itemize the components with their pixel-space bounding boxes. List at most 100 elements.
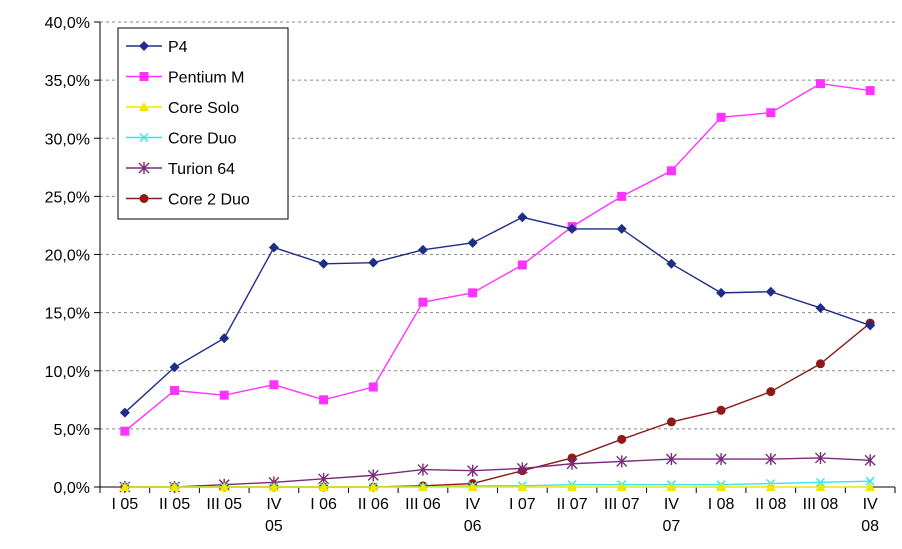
data-point-core-2-duo [815,359,825,369]
data-point-pentium-m [468,288,478,298]
data-point-turion-64 [516,462,528,475]
data-point-pentium-m [219,390,229,400]
data-point-p4 [765,286,776,297]
data-point-turion-64 [864,454,876,467]
x-tick-label: II 06 [358,496,389,513]
data-point-core-solo [268,482,279,491]
data-point-p4 [666,258,677,269]
data-point-p4 [567,223,578,234]
data-point-p4 [368,257,379,268]
legend-item-core-duo: Core Duo [126,131,237,148]
x-tick-label: I 08 [708,496,735,513]
x-tick-label: II 07 [556,496,587,513]
data-point-legend-core-2-duo [139,194,149,203]
data-point-core-solo [666,482,677,491]
series-line-turion-64 [124,457,871,488]
data-point-pentium-m [368,382,378,392]
series-lines [119,79,876,493]
data-point-turion-64 [566,457,578,470]
y-tick-label: 10,0% [45,364,90,381]
series-core-2-duo [120,318,875,492]
data-point-p4 [119,407,130,418]
data-point-core-solo [815,482,826,491]
x-tick-label: IV 08 [861,496,879,535]
data-point-p4 [815,302,826,313]
x-tick-label: II 05 [159,496,190,513]
data-point-core-solo [865,482,876,491]
data-point-turion-64 [417,463,429,476]
legend: P4 Pentium M Core Solo Core Duo Turion 64 Cor… [117,27,289,220]
y-tick-label: 20,0% [45,248,90,265]
data-point-turion-64 [367,469,379,482]
data-point-pentium-m [617,191,627,201]
data-point-core-2-duo [716,405,726,415]
legend-label: Core 2 Duo [168,192,250,209]
x-tick-label: I 06 [310,496,337,513]
data-point-turion-64 [467,464,479,477]
x-tick-label: IV 05 [265,496,283,535]
x-tick-label: IV 06 [464,496,482,535]
x-tick-label: III 07 [604,496,640,513]
data-point-pentium-m [170,386,180,396]
data-point-pentium-m [418,297,428,307]
data-point-pentium-m [269,380,279,390]
data-point-core-solo [368,482,379,491]
data-point-core-solo [517,482,528,491]
data-point-pentium-m [865,86,875,96]
data-point-pentium-m [815,79,825,89]
data-point-core-solo [567,482,578,491]
data-point-pentium-m [120,426,130,436]
series-p4 [119,212,876,418]
data-point-turion-64 [616,455,628,468]
data-point-p4 [318,258,329,269]
data-point-core-2-duo [666,417,676,427]
data-point-legend-core-duo [139,132,149,143]
data-point-core-solo [716,482,727,491]
legend-label: P4 [168,39,188,56]
legend-box [117,27,289,220]
data-point-turion-64 [665,453,677,466]
y-tick-label: 40,0% [45,15,90,32]
data-point-core-solo [119,482,130,491]
data-point-core-solo [616,482,627,491]
data-point-pentium-m [666,166,676,176]
data-point-p4 [616,223,627,234]
data-point-core-solo [318,482,329,491]
y-tick-label: 25,0% [45,189,90,206]
series-line-p4 [124,216,871,414]
series-line-core-2-duo [124,322,871,488]
data-point-pentium-m [319,395,329,405]
series-core-solo [119,482,876,491]
y-tick-label: 30,0% [45,131,90,148]
data-point-legend-turion-64 [138,162,150,174]
data-point-p4 [169,362,180,373]
legend-item-core-2-duo: Core 2 Duo [126,192,250,209]
legend-label: Turion 64 [168,161,235,178]
x-tick-label: II 08 [755,496,786,513]
data-point-turion-64 [765,453,777,466]
data-point-legend-core-solo [139,102,149,111]
y-tick-label: 15,0% [45,306,90,323]
data-point-core-2-duo [617,434,627,444]
data-point-p4 [417,244,428,255]
data-point-turion-64 [814,451,826,464]
x-tick-label: I 05 [112,496,139,513]
legend-item-core-solo: Core Solo [126,100,239,117]
data-point-turion-64 [715,453,727,466]
x-tick-label: I 07 [509,496,536,513]
data-point-p4 [517,212,528,223]
legend-label: Pentium M [168,70,244,87]
data-point-core-solo [467,482,478,491]
data-point-core-2-duo [766,387,776,397]
data-point-core-solo [169,482,180,491]
series-line-pentium-m [124,82,871,432]
y-tick-label: 0,0% [54,480,90,497]
x-tick-label: IV 07 [663,496,681,535]
data-point-core-solo [765,482,776,491]
data-point-pentium-m [517,260,527,270]
data-point-core-duo [865,476,875,486]
x-tick-label: III 06 [405,496,441,513]
legend-item-p4: P4 [126,39,188,56]
